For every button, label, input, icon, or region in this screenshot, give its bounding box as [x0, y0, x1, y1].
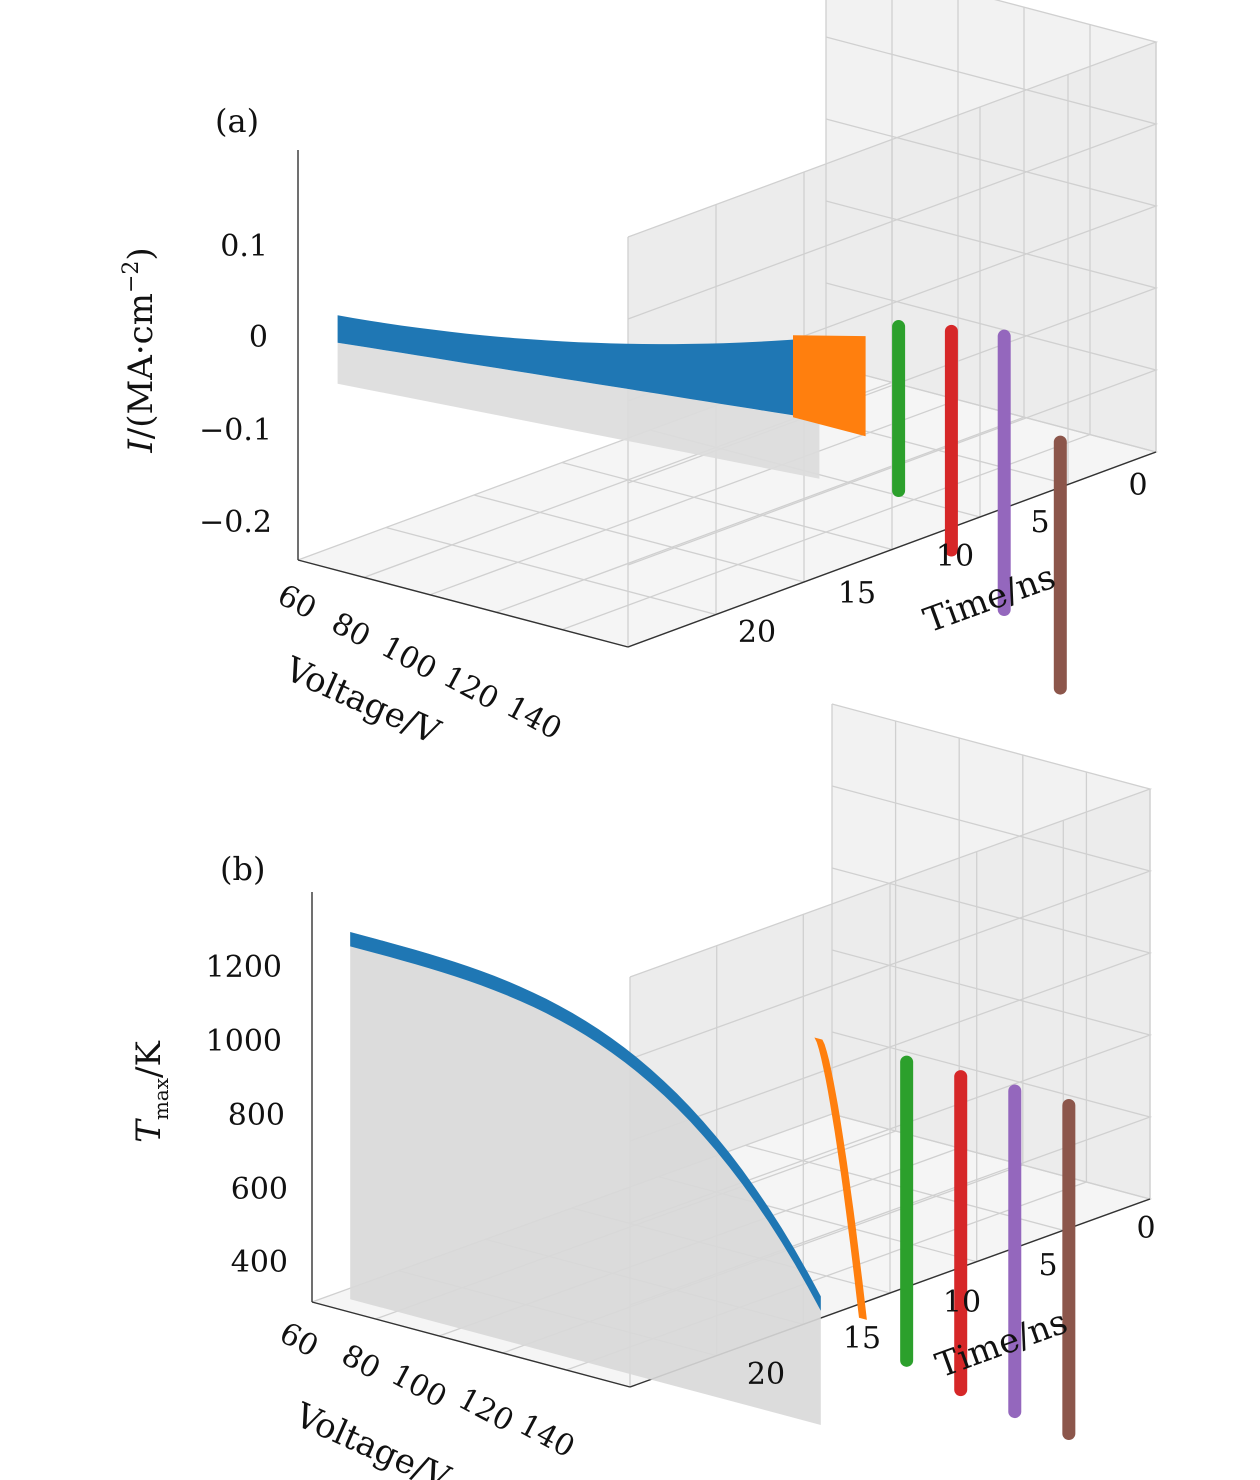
panel-b-grid-value — [629, 949, 1153, 1224]
panel-b-y-tick-2: 10 — [943, 1285, 981, 1320]
panel-b-x-tick-0: 60 — [274, 1316, 324, 1365]
panel-b-z-axis-label: Tmax/K — [129, 1041, 173, 1143]
panel-b-z-tick-3: 600 — [231, 1172, 288, 1207]
panel-b-x-tick-3: 120 — [452, 1381, 519, 1439]
panel-b-grid-value — [629, 703, 1153, 978]
panel-a-z-ticks: 0.1 0 −0.1 −0.2 — [199, 229, 272, 540]
panel-b-grid-value — [629, 785, 1153, 1060]
panel-b-label: (b) — [220, 850, 265, 888]
panel-a-y-tick-0: 20 — [738, 615, 776, 650]
panel-b-x-tick-4: 140 — [513, 1407, 580, 1465]
panel-b-grid-value — [629, 1031, 1153, 1306]
panel-a-label: (a) — [215, 102, 259, 140]
panel-a-y-tick-4: 0 — [1128, 468, 1147, 503]
panel-a-x-tick-2: 100 — [375, 629, 442, 687]
panel-a-z-tick-3: −0.2 — [199, 505, 272, 540]
panel-a-x-tick-4: 140 — [500, 689, 567, 747]
blue-temperature-shadow — [350, 932, 821, 1425]
panel-b-y-tick-4: 0 — [1136, 1211, 1155, 1246]
panel-a-data-marks — [337, 315, 1067, 695]
panel-b-temperature-chart: (b) 1200 1000 800 600 400 60 80 100 120 … — [129, 703, 1156, 1480]
panel-b-y-tick-0: 20 — [747, 1357, 785, 1392]
panel-a-y-ticks: 20 15 10 5 0 — [738, 468, 1148, 650]
panel-a-grid-value — [627, 282, 1159, 566]
panel-b-y-tick-1: 15 — [843, 1321, 881, 1356]
panel-a-grid-value — [627, 36, 1159, 320]
panel-a-z-tick-2: −0.1 — [199, 413, 272, 448]
panel-b-z-tick-2: 800 — [228, 1098, 285, 1133]
panel-b-x-axis-line — [311, 1301, 631, 1388]
panel-a-grid-value — [627, 0, 1159, 238]
panel-b-y-tick-3: 5 — [1038, 1248, 1057, 1283]
panel-a-x-axis-line — [297, 559, 629, 648]
panel-a-background-panes — [298, 0, 1156, 647]
panel-b-y-ticks: 20 15 10 5 0 — [747, 1211, 1156, 1392]
orange-temperature-curve — [814, 1037, 867, 1320]
panel-a-z-axis-label: I/(MA·cm−2) — [119, 247, 161, 453]
panel-a-x-tick-1: 80 — [326, 606, 376, 655]
blue-ribbon-shadow — [337, 342, 820, 479]
panel-b-data-marks — [350, 932, 1076, 1440]
panel-b-x-tick-1: 80 — [336, 1338, 386, 1387]
panel-a-y-axis-line — [627, 451, 1157, 648]
panel-b-z-tick-0: 1200 — [206, 950, 282, 985]
panel-a-x-tick-0: 60 — [272, 578, 322, 627]
panel-b-x-tick-2: 100 — [385, 1357, 452, 1415]
panel-a-x-tick-3: 120 — [437, 659, 504, 717]
panel-b-z-ticks: 1200 1000 800 600 400 — [206, 950, 288, 1280]
panel-a-z-tick-1: 0 — [249, 320, 268, 355]
panel-b-grid-value — [629, 867, 1153, 1142]
panel-a-y-tick-2: 10 — [936, 539, 974, 574]
panel-a-y-tick-1: 15 — [838, 576, 876, 611]
panel-a-current-chart: (a) 0.1 0 −0.1 −0.2 60 80 100 120 140 20… — [119, 0, 1159, 753]
panel-a-z-tick-0: 0.1 — [220, 229, 268, 264]
panel-a-y-tick-3: 5 — [1030, 505, 1049, 540]
panel-b-z-tick-1: 1000 — [206, 1024, 282, 1059]
orange-current-block — [793, 335, 866, 437]
blue-current-ribbon — [337, 315, 820, 420]
panel-b-z-tick-4: 400 — [231, 1245, 288, 1280]
